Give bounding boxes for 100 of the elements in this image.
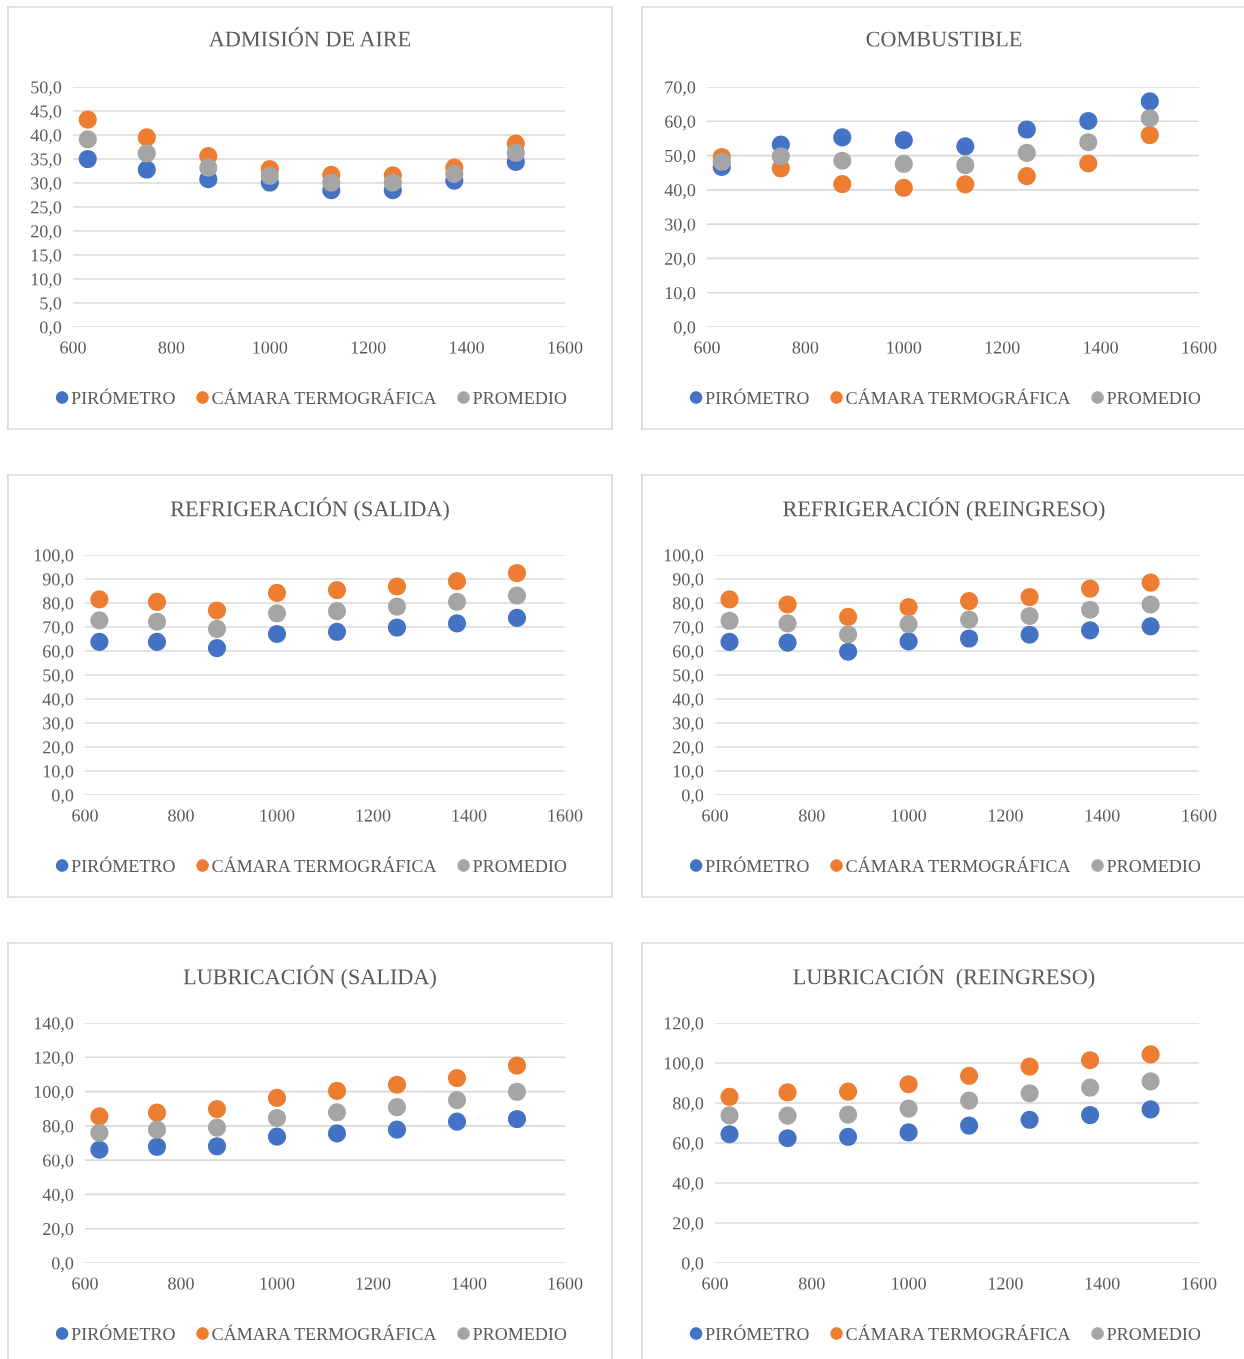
x-tick-label: 1000 xyxy=(887,341,922,354)
point xyxy=(833,128,852,147)
y-tick-label: 90,0 xyxy=(672,573,704,589)
point xyxy=(447,572,467,591)
point xyxy=(1081,579,1100,598)
x-tick-label: 1200 xyxy=(985,341,1020,354)
point xyxy=(447,614,467,633)
point xyxy=(899,632,918,651)
point xyxy=(445,164,464,183)
y-tick-label: 5,0 xyxy=(40,297,62,313)
point xyxy=(387,1098,407,1117)
x-tick-label: 600 xyxy=(702,809,728,822)
point xyxy=(960,610,979,629)
point xyxy=(387,618,407,637)
point xyxy=(1079,133,1098,152)
point xyxy=(147,1137,167,1156)
y-tick-label: 20,0 xyxy=(673,741,704,757)
x-tick-label: 600 xyxy=(702,1277,728,1290)
y-tick-label: 70,0 xyxy=(665,81,696,97)
point xyxy=(894,154,913,173)
point xyxy=(1140,125,1159,145)
y-tick-label: 90,0 xyxy=(42,573,74,589)
point xyxy=(1081,621,1100,640)
legend-label: PIRÓMETRO xyxy=(71,388,175,405)
y-tick-label: 60,0 xyxy=(43,1154,74,1170)
point xyxy=(1081,1078,1100,1097)
point xyxy=(1020,1084,1039,1103)
point xyxy=(1081,600,1100,619)
point xyxy=(1141,573,1160,592)
point xyxy=(387,577,407,596)
point xyxy=(447,1112,467,1131)
point xyxy=(137,128,156,147)
point xyxy=(960,1066,979,1085)
point xyxy=(833,174,852,194)
y-tick-label: 50,0 xyxy=(43,669,74,685)
point xyxy=(322,173,341,192)
y-tick-label: 0,0 xyxy=(674,321,696,337)
legend-label: CÁMARA TERMOGRÁFICA xyxy=(846,1324,1071,1341)
point xyxy=(327,602,347,621)
x-tick-label: 1200 xyxy=(356,1277,391,1290)
point xyxy=(1017,143,1036,162)
legend-label: CÁMARA TERMOGRÁFICA xyxy=(846,856,1071,873)
point xyxy=(327,1103,347,1122)
point xyxy=(1020,1110,1039,1129)
point xyxy=(137,144,156,163)
x-tick-label: 800 xyxy=(168,1277,194,1290)
y-tick-label: 25,0 xyxy=(31,201,62,217)
chart-title: REFRIGERACIÓN (REINGRESO) xyxy=(783,497,1105,521)
y-tick-label: 50,0 xyxy=(31,81,62,97)
x-tick-label: 600 xyxy=(694,341,720,354)
point xyxy=(137,160,156,179)
point xyxy=(90,590,109,609)
point xyxy=(839,1082,858,1101)
y-tick-label: 30,0 xyxy=(43,717,74,733)
point xyxy=(720,590,739,609)
x-tick-label: 800 xyxy=(168,809,194,822)
point xyxy=(894,131,913,150)
point xyxy=(207,1100,227,1119)
point xyxy=(839,1127,858,1146)
point xyxy=(507,1056,527,1075)
legend-label: PROMEDIO xyxy=(1107,391,1201,405)
y-tick-label: 140,0 xyxy=(34,1017,74,1033)
legend-label: PIRÓMETRO xyxy=(705,388,809,405)
y-tick-label: 60,0 xyxy=(673,1137,704,1153)
point xyxy=(894,178,913,197)
y-tick-label: 120,0 xyxy=(34,1051,74,1067)
x-tick-label: 1000 xyxy=(260,1277,295,1290)
y-tick-label: 45,0 xyxy=(30,105,62,121)
point xyxy=(778,1129,797,1148)
legend-label: PROMEDIO xyxy=(473,391,567,405)
point xyxy=(267,604,287,623)
point xyxy=(507,608,527,627)
x-tick-label: 1400 xyxy=(450,341,484,354)
legend-label: PROMEDIO xyxy=(1107,859,1201,873)
y-tick-label: 10,0 xyxy=(673,765,704,781)
point xyxy=(1141,617,1160,636)
x-tick-label: 1000 xyxy=(892,1277,926,1290)
point xyxy=(327,622,347,641)
point xyxy=(207,619,227,638)
point xyxy=(506,143,525,162)
y-tick-label: 0,0 xyxy=(682,789,704,805)
point xyxy=(147,592,167,611)
legend-label: CÁMARA TERMOGRÁFICA xyxy=(212,388,437,405)
y-tick-label: 30,0 xyxy=(31,177,62,193)
x-tick-label: 1200 xyxy=(351,341,386,354)
x-tick-label: 800 xyxy=(798,809,825,822)
point xyxy=(1079,111,1098,130)
y-tick-label: 120,0 xyxy=(664,1017,704,1033)
y-tick-label: 50,0 xyxy=(665,149,696,165)
point xyxy=(90,1107,109,1126)
y-tick-label: 80,0 xyxy=(42,597,74,613)
y-tick-label: 70,0 xyxy=(673,621,704,637)
point xyxy=(899,1123,918,1142)
point xyxy=(507,586,527,605)
point xyxy=(720,611,739,630)
x-tick-label: 1400 xyxy=(1085,1277,1120,1290)
point xyxy=(1141,1045,1160,1064)
legend-label: CÁMARA TERMOGRÁFICA xyxy=(212,856,437,873)
y-tick-label: 10,0 xyxy=(665,286,696,302)
point xyxy=(1017,167,1036,186)
